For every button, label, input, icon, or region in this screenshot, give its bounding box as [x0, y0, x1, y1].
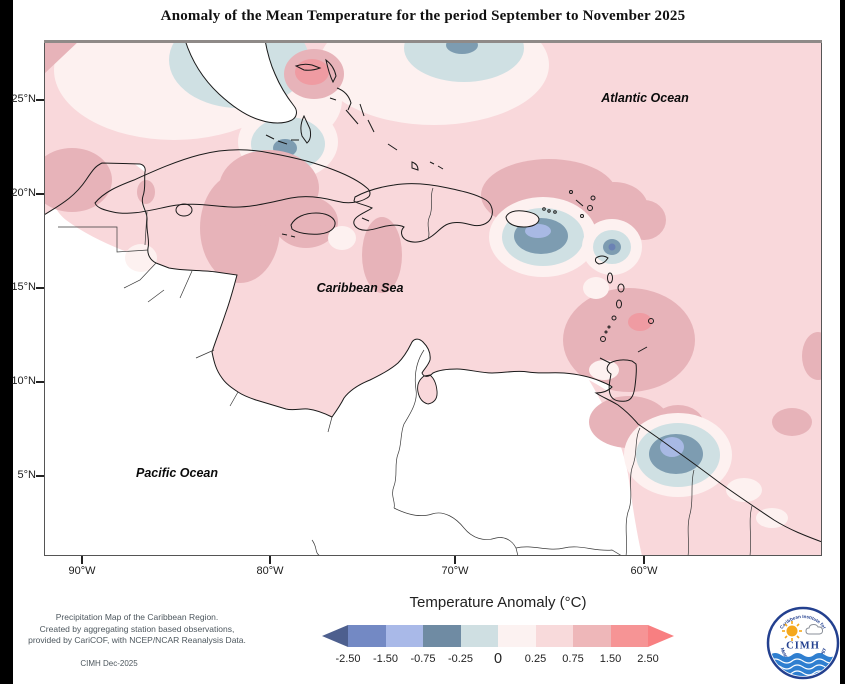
legend-arrow-left — [322, 625, 348, 647]
coastline — [43, 162, 823, 543]
cold-spot-guyana — [624, 413, 732, 497]
isle-of-youth — [175, 203, 193, 217]
lake-maracaibo — [417, 374, 438, 405]
latitude-label: 10°N — [11, 375, 36, 387]
latitude-label: 25°N — [11, 93, 36, 105]
legend-segment-5 — [535, 625, 573, 647]
hispaniola-border — [427, 187, 434, 240]
right-black-strip — [840, 0, 845, 684]
footer-line: Created by aggregating station based obs… — [39, 623, 235, 634]
legend-segments — [348, 625, 648, 647]
legend-tick-label: -0.75 — [410, 653, 436, 665]
legend-tick-label: 1.50 — [599, 653, 622, 665]
map-canvas: Atlantic Ocean Caribbean Sea Pacific Oce… — [32, 0, 834, 557]
legend-arrow-right — [648, 625, 674, 647]
cuba — [94, 149, 371, 214]
latitude-label: 5°N — [17, 469, 36, 481]
longitude-label: 80°W — [256, 565, 284, 577]
label-caribbean-sea: Caribbean Sea — [317, 281, 404, 295]
legend-colorbar — [322, 625, 674, 647]
strong-warm-cores — [295, 59, 652, 331]
cold-spot-antigua — [582, 219, 642, 275]
footer-description: Precipitation Map of the Caribbean Regio… — [28, 612, 246, 647]
color-legend: Temperature Anomaly (°C) -2.50 -1.50 -0.75… — [318, 594, 678, 678]
label-pacific-ocean: Pacific Ocean — [136, 466, 218, 480]
legend-tick-label: -2.50 — [335, 653, 361, 665]
latitude-tick — [36, 99, 44, 101]
legend-segment-3 — [460, 625, 498, 647]
legend-tick-label: 2.50 — [637, 653, 659, 665]
legend-segment-2 — [423, 625, 461, 647]
country-borders — [58, 211, 753, 557]
legend-title: Temperature Anomaly (°C) — [409, 594, 587, 611]
lesser-antilles — [569, 190, 654, 402]
longitude-tick — [269, 556, 271, 564]
hispaniola — [353, 183, 493, 243]
latitude-tick — [36, 193, 44, 195]
cloud-icon — [805, 623, 824, 635]
logo-acronym: CIMH — [786, 641, 820, 652]
legend-tick-labels: -2.50 -1.50 -0.75 -0.25 0 0.25 0.75 1.50 2.50 — [318, 651, 678, 669]
gonave-island — [361, 217, 370, 222]
legend-tick-label: 0 — [493, 651, 503, 667]
virgin-islands — [542, 207, 557, 214]
longitude-tick — [81, 556, 83, 564]
footer-credit: CIMH Dec-2025 — [80, 659, 138, 668]
latitude-label: 15°N — [11, 281, 36, 293]
latitude-label: 20°N — [11, 187, 36, 199]
legend-segment-1 — [385, 625, 423, 647]
trinidad — [599, 357, 637, 402]
tobago — [637, 346, 648, 353]
jamaica — [290, 212, 336, 235]
legend-tick-label: -0.25 — [447, 653, 474, 665]
longitude-label: 70°W — [441, 565, 469, 577]
cayman-islands — [281, 233, 296, 238]
longitude-tick — [454, 556, 456, 564]
waves — [770, 653, 836, 676]
legend-segment-0 — [348, 625, 386, 647]
puerto-rico — [505, 210, 540, 228]
longitude-tick — [643, 556, 645, 564]
barbados — [648, 318, 654, 324]
yucatan-anomaly-overlay — [32, 148, 157, 272]
legend-segment-4 — [498, 625, 536, 647]
footer-line: Precipitation Map of the Caribbean Regio… — [55, 612, 219, 622]
label-atlantic-ocean: Atlantic Ocean — [600, 91, 689, 105]
legend-tick-label: -1.50 — [372, 653, 399, 665]
cimh-logo: Caribbean Institute for Meteorology and … — [766, 606, 840, 680]
left-black-strip — [0, 0, 13, 684]
legend-tick-label: 0.75 — [562, 653, 584, 665]
bahamas — [294, 58, 444, 171]
anomaly-map: Atlantic Ocean Caribbean Sea Pacific Oce… — [32, 0, 834, 557]
legend-segment-7 — [610, 625, 648, 647]
island-outlines — [94, 58, 654, 402]
florida-keys — [265, 134, 299, 145]
page-title: Anomaly of the Mean Temperature for the … — [160, 8, 686, 24]
latitude-tick — [36, 381, 44, 383]
legend-tick-label: 0.25 — [524, 653, 547, 665]
latitude-tick — [36, 287, 44, 289]
sun-icon — [782, 621, 802, 641]
longitude-label: 60°W — [630, 565, 658, 577]
florida — [184, 39, 299, 145]
latitude-tick — [36, 475, 44, 477]
footer-line: provided by CariCOF, with NCEP/NCAR Rean… — [28, 635, 246, 645]
guianas-anomaly-overlay — [589, 380, 822, 556]
legend-segment-6 — [573, 625, 611, 647]
longitude-label: 90°W — [68, 565, 96, 577]
